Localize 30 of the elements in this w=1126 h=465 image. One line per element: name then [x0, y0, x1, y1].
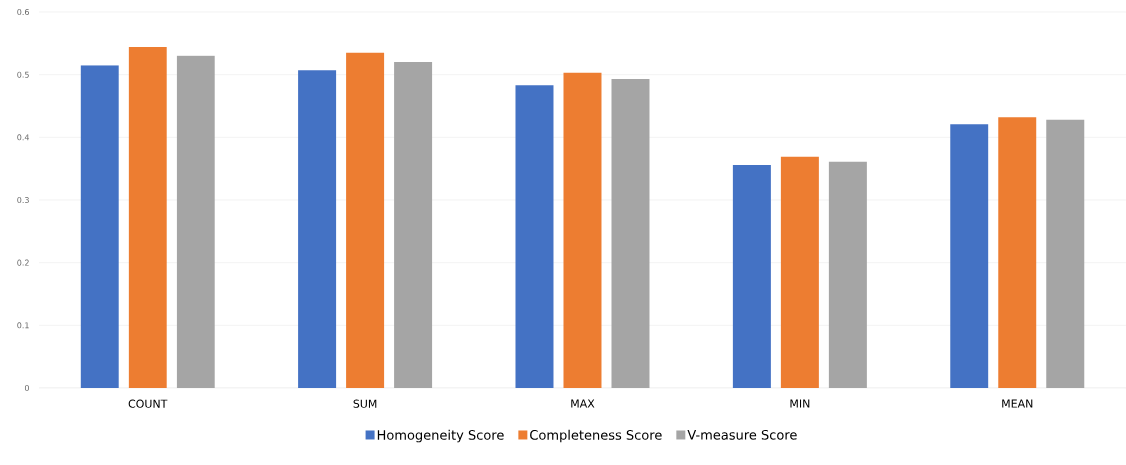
x-tick-label: MIN [790, 399, 810, 408]
bar [998, 117, 1037, 388]
y-tick-label: 0.2 [17, 259, 29, 266]
y-tick-label: 0 [24, 384, 29, 392]
bar [176, 55, 215, 388]
legend-label: Homogeneity Score [377, 429, 504, 443]
bar [732, 164, 771, 388]
bar [346, 52, 385, 388]
x-tick-label: MAX [571, 399, 595, 408]
bar [394, 62, 433, 388]
bar [128, 47, 167, 388]
x-tick-label: SUM [353, 399, 377, 408]
bar [1046, 119, 1085, 388]
y-tick-label: 0.1 [17, 322, 29, 329]
legend-label: V-measure Score [687, 429, 797, 440]
bar [515, 85, 554, 388]
bar [80, 65, 119, 388]
bar [950, 124, 989, 388]
y-tick-label: 0.6 [17, 8, 29, 16]
y-tick-label: 0.3 [17, 196, 29, 204]
legend-label: Completeness Score [530, 429, 662, 443]
bar [780, 156, 819, 388]
bar [563, 72, 602, 388]
y-tick-label: 0.5 [17, 71, 29, 78]
y-tick-label: 0.4 [17, 134, 30, 141]
bar [611, 79, 650, 388]
x-tick-label: COUNT [128, 399, 168, 408]
bar [298, 70, 337, 388]
x-tick-label: MEAN [1002, 399, 1033, 408]
bar [828, 161, 867, 388]
